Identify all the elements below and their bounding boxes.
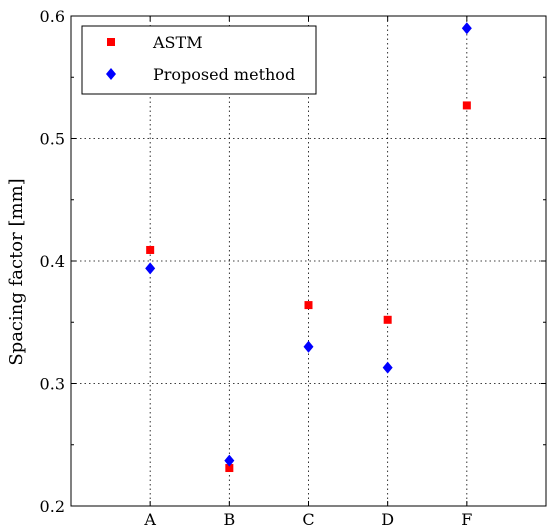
astm-point [462,101,471,110]
legend-marker-astm [107,38,115,46]
astm-point [225,464,234,473]
astm-point [146,245,155,254]
x-tick-label: B [223,510,235,529]
x-tick-label: F [461,510,472,529]
legend: ASTM Proposed method [81,25,317,95]
data-marks [145,22,472,473]
legend-box [81,25,317,95]
y-tick-label: 0.5 [40,130,65,149]
astm-point [383,315,392,324]
proposed-method-point [303,340,314,353]
y-tick-label: 0.6 [40,7,65,26]
legend-label-proposed: Proposed method [153,65,295,84]
legend-marker-proposed [106,68,116,80]
grid [71,16,546,506]
y-tick-label: 0.3 [40,375,65,394]
proposed-method-point [461,22,472,35]
axis-ticks: A B C D F 0.2 0.3 0.4 0.5 0.6 [40,7,546,529]
astm-point [304,301,313,310]
legend-label-astm: ASTM [152,33,203,52]
proposed-method-point [145,262,156,275]
proposed-method-point [224,454,235,467]
y-axis-label: Spacing factor [mm] [6,178,27,365]
x-tick-label: D [381,510,394,529]
y-tick-label: 0.2 [40,497,65,516]
x-tick-label: C [302,510,314,529]
x-tick-label: A [143,510,156,529]
y-tick-label: 0.4 [40,252,65,271]
proposed-method-point [382,361,393,374]
